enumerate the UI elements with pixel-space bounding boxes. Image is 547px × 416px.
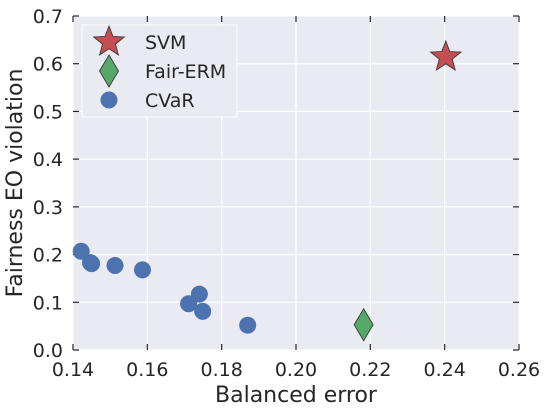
cvar-point [72, 242, 90, 260]
cvar-point [134, 261, 152, 279]
svm-point [429, 39, 463, 72]
y-tick-label: 0.0 [33, 340, 63, 362]
y-tick-label: 0.3 [33, 197, 63, 219]
y-tick-label: 0.1 [33, 292, 63, 314]
cvar-point [190, 285, 208, 303]
y-tick-label: 0.5 [33, 101, 63, 123]
x-tick-label: 0.22 [349, 359, 391, 381]
x-tick-label: 0.16 [126, 359, 168, 381]
cvar-point [83, 255, 101, 273]
axis-ticks [72, 15, 520, 351]
x-tick-label: 0.24 [424, 359, 466, 381]
x-tick-label: 0.18 [201, 359, 243, 381]
y-tick-label: 0.4 [33, 149, 63, 171]
legend-label-fair-erm: Fair-ERM [145, 61, 226, 83]
y-tick-label: 0.7 [33, 6, 63, 28]
cvar-point [106, 257, 124, 275]
data-markers [72, 39, 463, 342]
legend-marker-cvar [100, 91, 118, 109]
x-tick-label: 0.14 [52, 359, 94, 381]
y-tick-label: 0.6 [33, 54, 63, 76]
legend-label-svm: SVM [145, 32, 186, 54]
tick-labels: 0.14 0.16 0.18 0.20 0.22 0.24 0.26 0.0 0.1 0.2 0.3… [33, 6, 540, 381]
legend: SVM Fair-ERM CVaR [81, 24, 238, 118]
y-tick-label: 0.2 [33, 245, 63, 267]
y-axis-label: Fairness EO violation [3, 69, 28, 298]
x-axis-label: Balanced error [215, 383, 378, 408]
legend-marker-svm [92, 24, 126, 56]
legend-label-cvar: CVaR [145, 90, 195, 112]
cvar-point [194, 302, 212, 320]
x-tick-label: 0.26 [498, 359, 540, 381]
fair-erm-point [353, 307, 374, 342]
x-tick-label: 0.20 [275, 359, 317, 381]
cvar-point [239, 316, 257, 334]
legend-marker-fair-erm [98, 54, 120, 88]
